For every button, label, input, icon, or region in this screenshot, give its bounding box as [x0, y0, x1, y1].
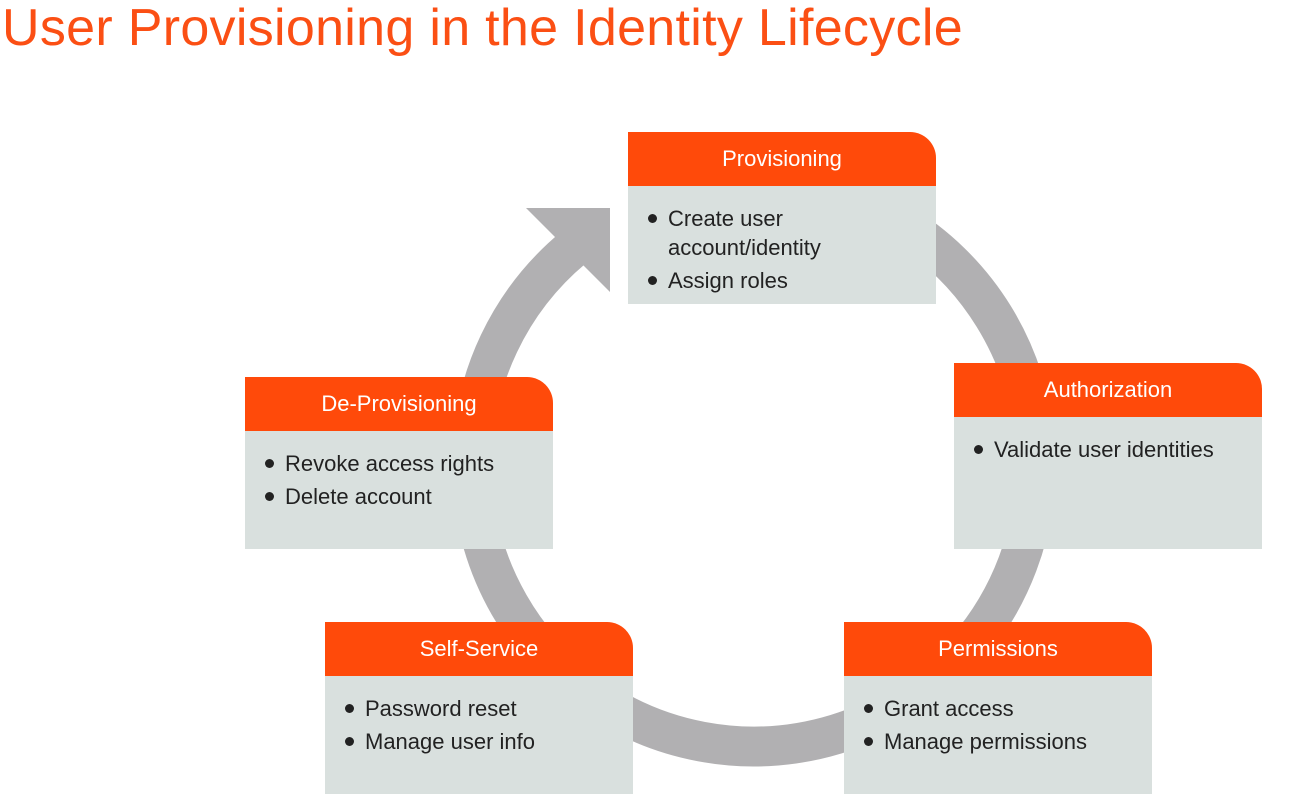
stage-item: Manage permissions — [862, 727, 1138, 756]
stage-title: De-Provisioning — [245, 377, 553, 431]
page-title: User Provisioning in the Identity Lifecy… — [2, 0, 963, 57]
stage-body: Validate user identities — [954, 417, 1262, 549]
stage-item: Assign roles — [646, 266, 922, 295]
stage-item: Delete account — [263, 482, 539, 511]
stage-card-provisioning: Provisioning Create user account/identit… — [628, 132, 936, 304]
stage-card-self-service: Self-Service Password reset Manage user … — [325, 622, 633, 794]
cycle-arrowhead-icon — [526, 208, 610, 292]
stage-title: Authorization — [954, 363, 1262, 417]
stage-card-permissions: Permissions Grant access Manage permissi… — [844, 622, 1152, 794]
stage-item: Grant access — [862, 694, 1138, 723]
stage-title: Permissions — [844, 622, 1152, 676]
stage-item: Validate user identities — [972, 435, 1248, 464]
stage-item: Password reset — [343, 694, 619, 723]
stage-card-de-provisioning: De-Provisioning Revoke access rights Del… — [245, 377, 553, 549]
stage-card-authorization: Authorization Validate user identities — [954, 363, 1262, 549]
stage-title: Provisioning — [628, 132, 936, 186]
stage-title: Self-Service — [325, 622, 633, 676]
stage-item: Create user account/identity — [646, 204, 848, 262]
stage-item: Revoke access rights — [263, 449, 539, 478]
stage-body: Revoke access rights Delete account — [245, 431, 553, 549]
stage-body: Password reset Manage user info — [325, 676, 633, 794]
stage-body: Create user account/identity Assign role… — [628, 186, 936, 304]
stage-body: Grant access Manage permissions — [844, 676, 1152, 794]
stage-item: Manage user info — [343, 727, 619, 756]
